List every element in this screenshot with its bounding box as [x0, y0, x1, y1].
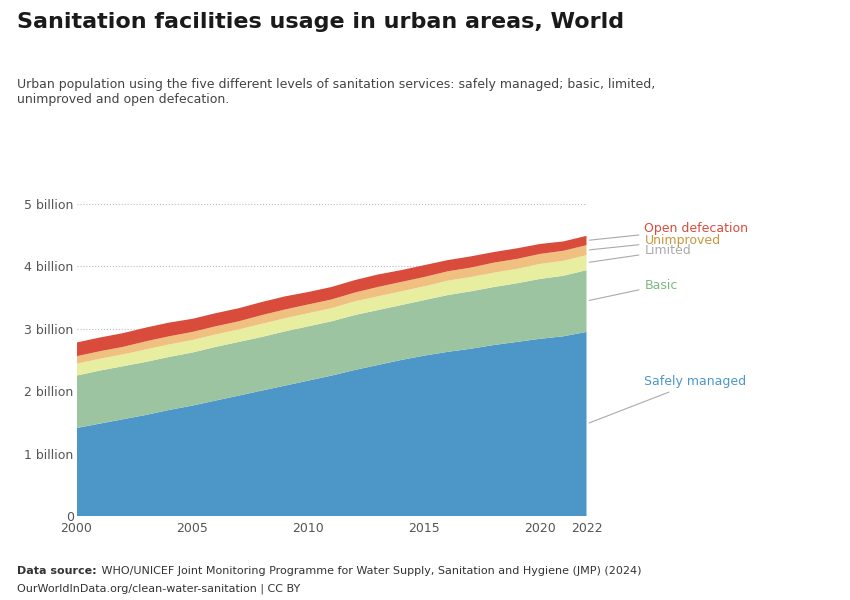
Text: Limited: Limited [589, 244, 691, 262]
Text: Our World: Our World [720, 27, 779, 37]
Text: Urban population using the five different levels of sanitation services: safely : Urban population using the five differen… [17, 78, 655, 106]
Text: OurWorldInData.org/clean-water-sanitation | CC BY: OurWorldInData.org/clean-water-sanitatio… [17, 583, 300, 594]
Text: Open defecation: Open defecation [589, 223, 749, 240]
Text: WHO/UNICEF Joint Monitoring Programme for Water Supply, Sanitation and Hygiene (: WHO/UNICEF Joint Monitoring Programme fo… [98, 566, 641, 576]
Text: in Data: in Data [728, 46, 772, 56]
Text: Sanitation facilities usage in urban areas, World: Sanitation facilities usage in urban are… [17, 12, 624, 32]
Text: Data source:: Data source: [17, 566, 97, 576]
Text: Safely managed: Safely managed [589, 376, 746, 423]
Text: Basic: Basic [589, 278, 677, 301]
Text: Unimproved: Unimproved [589, 233, 721, 250]
